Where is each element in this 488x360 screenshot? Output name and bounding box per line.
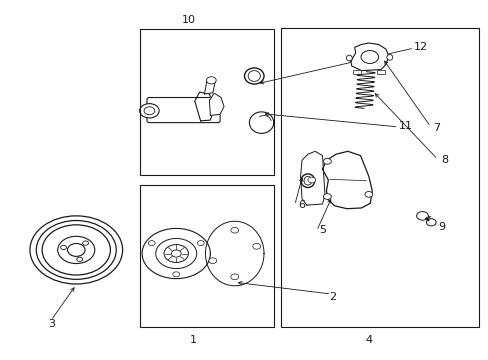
Circle shape — [208, 258, 216, 264]
Circle shape — [197, 240, 203, 246]
Circle shape — [416, 212, 427, 220]
Circle shape — [230, 227, 238, 233]
FancyBboxPatch shape — [147, 98, 220, 123]
Polygon shape — [204, 80, 215, 94]
Ellipse shape — [247, 71, 260, 81]
Ellipse shape — [244, 68, 264, 84]
Circle shape — [206, 77, 216, 84]
Circle shape — [82, 241, 88, 245]
Bar — [281, 28, 478, 327]
Polygon shape — [205, 221, 264, 286]
Circle shape — [360, 50, 378, 63]
Text: 2: 2 — [328, 292, 335, 302]
Circle shape — [364, 192, 372, 197]
Circle shape — [230, 274, 238, 280]
Text: 5: 5 — [318, 225, 325, 235]
Ellipse shape — [304, 176, 311, 185]
Circle shape — [77, 257, 82, 261]
Circle shape — [323, 194, 330, 199]
Text: 3: 3 — [48, 319, 55, 329]
Circle shape — [156, 238, 196, 269]
Circle shape — [61, 245, 66, 249]
Text: 8: 8 — [440, 155, 447, 165]
Circle shape — [140, 104, 159, 118]
Text: 1: 1 — [189, 334, 196, 345]
Text: 6: 6 — [298, 200, 305, 210]
Polygon shape — [142, 228, 210, 279]
Bar — [352, 70, 360, 74]
Text: 12: 12 — [413, 42, 427, 51]
Bar — [140, 185, 273, 327]
Circle shape — [172, 272, 179, 277]
Text: 9: 9 — [438, 222, 445, 231]
Circle shape — [307, 177, 315, 183]
Polygon shape — [322, 151, 371, 209]
Text: 11: 11 — [398, 121, 411, 131]
Text: 10: 10 — [181, 15, 195, 26]
Polygon shape — [249, 112, 273, 133]
Polygon shape — [300, 151, 325, 205]
Circle shape — [252, 243, 260, 249]
Circle shape — [58, 236, 95, 264]
Circle shape — [426, 219, 435, 226]
Ellipse shape — [346, 55, 351, 61]
Circle shape — [163, 244, 188, 262]
Bar — [140, 30, 273, 175]
Circle shape — [148, 240, 155, 246]
Polygon shape — [350, 43, 388, 71]
Text: 4: 4 — [365, 334, 372, 345]
Polygon shape — [194, 92, 214, 121]
Bar — [376, 70, 384, 74]
Polygon shape — [209, 93, 224, 116]
Text: 7: 7 — [433, 123, 440, 133]
Ellipse shape — [386, 54, 392, 60]
Circle shape — [323, 158, 330, 164]
Ellipse shape — [301, 174, 314, 188]
